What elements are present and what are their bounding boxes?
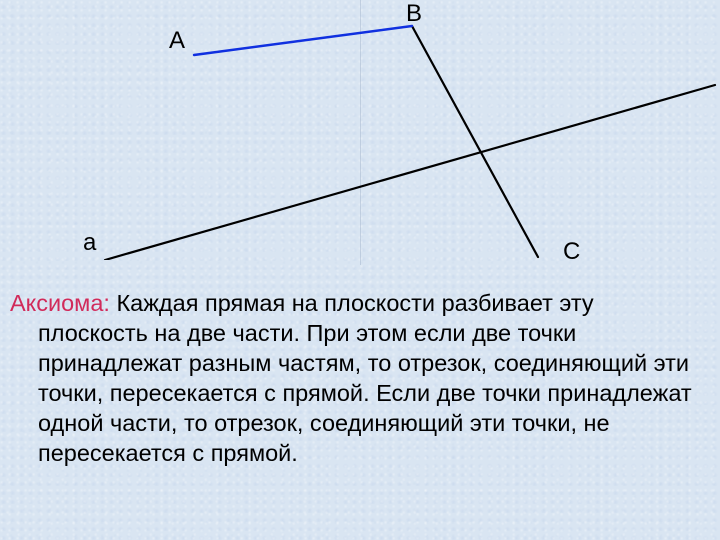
line-a [105,85,715,260]
line-label-a: a [83,229,96,257]
axiom-heading: Аксиома: [10,290,110,316]
point-label-A: A [169,27,185,55]
point-label-C: C [563,238,580,266]
axiom-text: Аксиома: Каждая прямая на плоскости разб… [10,288,700,468]
axiom-body: Каждая прямая на плоскости разбивает эту… [38,290,692,466]
segment-AB [194,26,412,55]
point-label-B: B [406,0,422,28]
geometry-diagram [0,0,720,260]
